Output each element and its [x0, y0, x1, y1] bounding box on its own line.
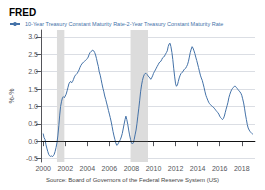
svg-text:1.5: 1.5: [28, 86, 38, 93]
svg-text:2018: 2018: [234, 165, 250, 172]
svg-text:2014: 2014: [190, 165, 206, 172]
svg-text:2010: 2010: [146, 165, 162, 172]
svg-text:0.0: 0.0: [28, 138, 38, 145]
svg-text:2006: 2006: [102, 165, 118, 172]
svg-text:2002: 2002: [57, 165, 73, 172]
svg-text:2008: 2008: [124, 165, 140, 172]
svg-text:-0.5: -0.5: [26, 155, 38, 162]
svg-text:%-%: %-%: [8, 89, 15, 104]
svg-text:2016: 2016: [212, 165, 228, 172]
svg-text:2.0: 2.0: [28, 68, 38, 75]
svg-text:Source: Board of Governors of: Source: Board of Governors of the Federa…: [46, 177, 219, 183]
svg-text:3.0: 3.0: [28, 33, 38, 40]
svg-text:2012: 2012: [168, 165, 184, 172]
svg-text:0.5: 0.5: [28, 120, 38, 127]
svg-text:2004: 2004: [80, 165, 96, 172]
svg-text:FRED: FRED: [9, 7, 36, 18]
svg-text:10-Year Treasury Constant Matu: 10-Year Treasury Constant Maturity Rate-…: [25, 21, 223, 27]
svg-text:2000: 2000: [35, 165, 51, 172]
svg-text:2.5: 2.5: [28, 51, 38, 58]
svg-text:1.0: 1.0: [28, 103, 38, 110]
